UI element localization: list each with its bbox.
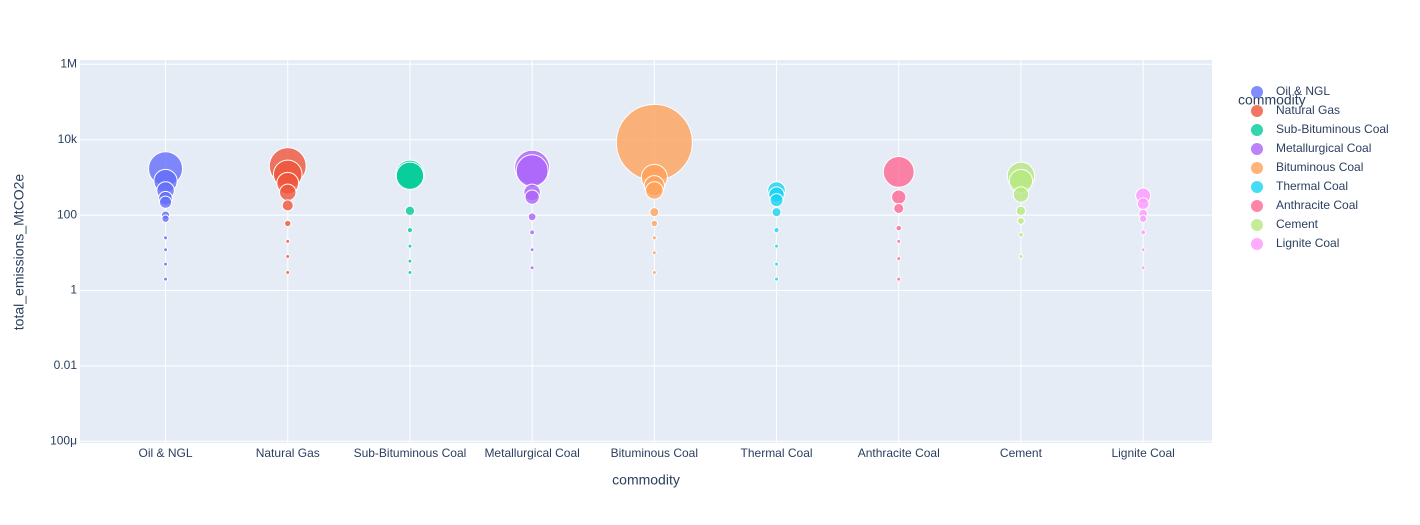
bubble (896, 256, 902, 262)
x-tick-label: Bituminous Coal (611, 446, 698, 460)
bubble (1136, 197, 1150, 211)
bubble (1140, 247, 1146, 253)
legend-label[interactable]: Thermal Coal (1276, 179, 1348, 193)
bubble (529, 247, 535, 253)
bubble (651, 250, 657, 256)
y-tick-label: 100μ (50, 433, 77, 447)
bubble (529, 265, 535, 271)
bubble (651, 235, 657, 241)
bubble (771, 207, 782, 218)
bubble (893, 202, 905, 214)
bubble (285, 269, 291, 275)
x-tick-label: Cement (1000, 446, 1043, 460)
legend-label[interactable]: Metallurgical Coal (1276, 141, 1371, 155)
bubble (774, 261, 780, 267)
x-tick-label: Sub-Bituminous Coal (354, 446, 467, 460)
bubble (1140, 265, 1146, 271)
bubble (407, 258, 413, 264)
y-tick-label: 0.01 (54, 358, 78, 372)
bubble (651, 269, 657, 275)
bubble (1015, 205, 1027, 216)
legend-label[interactable]: Bituminous Coal (1276, 160, 1363, 174)
bubble (395, 161, 425, 190)
bubble (407, 269, 413, 275)
legend-marker[interactable] (1251, 86, 1263, 98)
bubble (774, 243, 780, 249)
x-tick-label: Anthracite Coal (858, 446, 940, 460)
x-tick-label: Metallurgical Coal (484, 446, 579, 460)
bubble (1138, 214, 1148, 223)
bubble (278, 183, 297, 202)
bubble (896, 276, 902, 282)
bubble (1016, 216, 1025, 225)
bubble (896, 238, 902, 244)
legend-marker[interactable] (1251, 105, 1263, 117)
bubble (529, 229, 536, 236)
x-tick-label: Thermal Coal (741, 446, 813, 460)
bubble (285, 253, 291, 259)
y-tick-label: 100 (57, 207, 77, 221)
legend-marker[interactable] (1251, 124, 1263, 136)
legend-label[interactable]: Anthracite Coal (1276, 198, 1358, 212)
legend-marker[interactable] (1251, 200, 1263, 212)
legend-marker[interactable] (1251, 219, 1263, 231)
legend-marker[interactable] (1251, 238, 1263, 250)
bubble (158, 195, 173, 209)
legend-label[interactable]: Sub-Bituminous Coal (1276, 122, 1389, 136)
x-tick-label: Natural Gas (256, 446, 320, 460)
bubble (527, 212, 537, 222)
bubble (650, 219, 659, 228)
y-axis-title: total_emissions_MtCO2e (11, 174, 27, 331)
legend-marker[interactable] (1251, 162, 1263, 174)
x-tick-label: Lignite Coal (1111, 446, 1174, 460)
bubble (515, 154, 549, 188)
bubble (1012, 186, 1030, 203)
bubble (769, 193, 784, 208)
legend-label[interactable]: Lignite Coal (1276, 236, 1339, 250)
bubble (773, 226, 780, 234)
bubble (1018, 253, 1024, 259)
bubble (406, 226, 414, 234)
legend-marker[interactable] (1251, 181, 1263, 193)
bubble (524, 189, 540, 205)
bubble (882, 155, 915, 188)
bubble (162, 235, 169, 241)
y-tick-label: 10k (58, 132, 78, 146)
bubble (404, 205, 416, 216)
bubble (285, 238, 291, 244)
legend-label[interactable]: Cement (1276, 217, 1319, 231)
bubble (163, 261, 169, 267)
bubble (163, 276, 169, 282)
bubble (163, 247, 169, 253)
bubble (161, 214, 170, 223)
bubble (284, 219, 292, 228)
x-axis-title: commodity (612, 472, 680, 488)
x-tick-label: Oil & NGL (139, 446, 193, 460)
bubble (281, 199, 294, 212)
legend-label[interactable]: Oil & NGL (1276, 84, 1330, 98)
bubble (1018, 232, 1024, 238)
bubble (774, 276, 780, 282)
bubble (649, 207, 660, 218)
y-tick-label: 1M (60, 56, 77, 70)
bubble (1140, 229, 1147, 236)
bubble (407, 243, 413, 249)
legend-marker[interactable] (1251, 143, 1263, 155)
bubble (891, 189, 907, 205)
legend-label[interactable]: Natural Gas (1276, 103, 1340, 117)
bubble (645, 181, 664, 200)
bubble (895, 224, 903, 232)
y-tick-label: 1 (70, 283, 77, 297)
